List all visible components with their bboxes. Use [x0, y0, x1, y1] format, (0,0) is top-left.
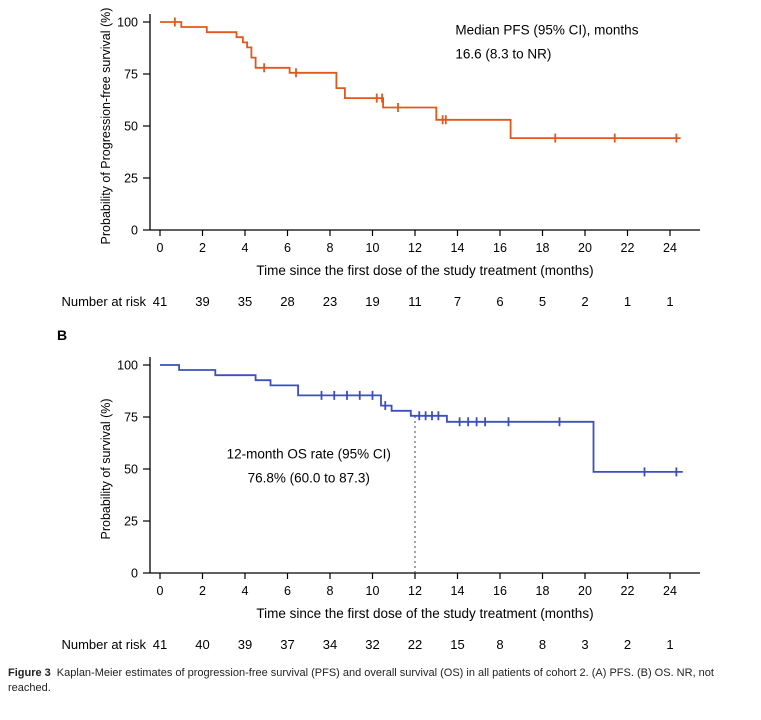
risk-count: 37	[280, 637, 294, 652]
risk-count: 41	[153, 294, 167, 309]
x-axis-title: Time since the first dose of the study t…	[256, 263, 593, 278]
risk-count: 41	[153, 637, 167, 652]
risk-count: 2	[581, 294, 588, 309]
risk-count: 32	[365, 637, 379, 652]
annotation-line: 12-month OS rate (95% CI)	[227, 447, 391, 462]
risk-count: 2	[624, 637, 631, 652]
km-curve	[160, 364, 683, 473]
annotation-line: 16.6 (8.3 to NR)	[455, 46, 551, 61]
x-tick-label: 12	[408, 584, 422, 598]
x-tick-label: 10	[366, 584, 380, 598]
x-tick-label: 4	[242, 584, 249, 598]
risk-count: 8	[539, 637, 546, 652]
y-tick-label: 75	[124, 68, 138, 82]
km-curve	[160, 21, 681, 139]
x-tick-label: 22	[621, 241, 635, 255]
x-tick-label: 10	[366, 241, 380, 255]
y-tick-label: 0	[131, 567, 138, 581]
x-tick-label: 16	[493, 584, 507, 598]
x-tick-label: 22	[621, 584, 635, 598]
x-tick-label: 0	[157, 584, 164, 598]
risk-count: 40	[195, 637, 209, 652]
panel-b-label: B	[57, 327, 68, 343]
x-tick-label: 12	[408, 241, 422, 255]
risk-count: 8	[496, 637, 503, 652]
figure-caption-text: Kaplan-Meier estimates of progression-fr…	[8, 667, 714, 694]
x-tick-label: 6	[284, 241, 291, 255]
y-tick-label: 100	[117, 16, 138, 30]
x-tick-label: 20	[578, 584, 592, 598]
risk-count: 1	[624, 294, 631, 309]
x-tick-label: 6	[284, 584, 291, 598]
x-tick-label: 20	[578, 241, 592, 255]
y-tick-label: 0	[131, 224, 138, 238]
annotation-line: 76.8% (60.0 to 87.3)	[248, 471, 370, 486]
y-tick-label: 75	[124, 411, 138, 425]
y-tick-label: 50	[124, 120, 138, 134]
risk-count: 28	[280, 294, 294, 309]
risk-count: 39	[195, 294, 209, 309]
x-tick-label: 0	[157, 241, 164, 255]
x-tick-label: 24	[663, 584, 677, 598]
risk-count: 23	[323, 294, 337, 309]
x-tick-label: 2	[199, 241, 206, 255]
x-tick-label: 2	[199, 584, 206, 598]
risk-count: 11	[408, 294, 422, 309]
x-tick-label: 14	[451, 241, 465, 255]
risk-count: 6	[496, 294, 503, 309]
x-tick-label: 8	[327, 584, 334, 598]
figure-3: 0 25 50 75 100 0 2 4 6 8 10 12 14 16 18 20 22 24 Time sinc…	[0, 2, 761, 700]
risk-count: 34	[323, 637, 337, 652]
risk-count: 22	[408, 637, 422, 652]
x-tick-label: 18	[536, 241, 550, 255]
x-tick-label: 16	[493, 241, 507, 255]
risk-count: 5	[539, 294, 546, 309]
risk-count: 15	[450, 637, 464, 652]
y-tick-label: 25	[124, 515, 138, 529]
number-at-risk-label: Number at risk	[61, 294, 146, 309]
annotation-line: Median PFS (95% CI), months	[455, 22, 638, 37]
risk-count: 19	[365, 294, 379, 309]
risk-count: 7	[454, 294, 461, 309]
x-tick-label: 14	[451, 584, 465, 598]
risk-count: 1	[666, 294, 673, 309]
x-tick-label: 4	[242, 241, 249, 255]
y-tick-label: 25	[124, 172, 138, 186]
risk-count: 35	[238, 294, 252, 309]
y-axis-title: Probability of survival (%)	[99, 398, 113, 539]
risk-count: 39	[238, 637, 252, 652]
risk-count: 3	[581, 637, 588, 652]
y-tick-label: 50	[124, 463, 138, 477]
panel-b: 0 25 50 75 100 0 2 4 6 8 10 12 14 16 18 20 22 24 Time sinc…	[0, 345, 761, 660]
x-tick-label: 18	[536, 584, 550, 598]
x-tick-label: 24	[663, 241, 677, 255]
figure-caption-label: Figure 3	[8, 667, 51, 679]
x-axis-title: Time since the first dose of the study t…	[256, 606, 593, 621]
number-at-risk-label: Number at risk	[61, 637, 146, 652]
panel-a: 0 25 50 75 100 0 2 4 6 8 10 12 14 16 18 20 22 24 Time sinc…	[0, 2, 761, 317]
y-axis-title: Probability of Progression-free survival…	[99, 8, 113, 245]
figure-caption: Figure 3 Kaplan-Meier estimates of progre…	[0, 660, 761, 700]
y-tick-label: 100	[117, 359, 138, 373]
risk-count: 1	[666, 637, 673, 652]
x-tick-label: 8	[327, 241, 334, 255]
